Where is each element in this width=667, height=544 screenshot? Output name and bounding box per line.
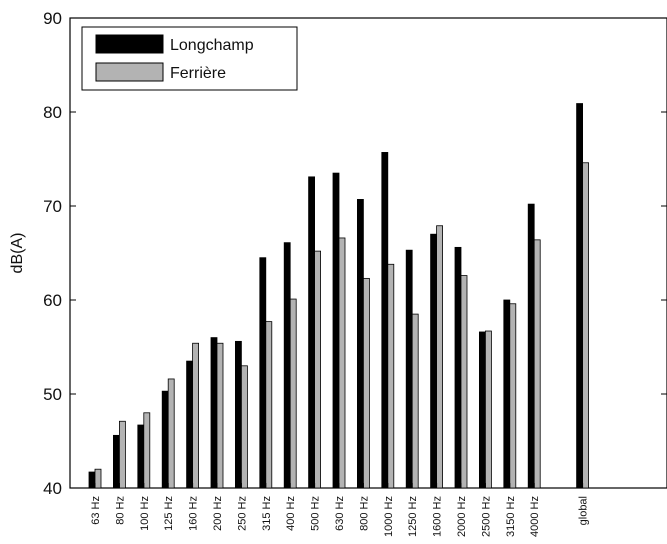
legend-label-longchamp: Longchamp [170, 37, 254, 54]
bar-ferriere [509, 303, 517, 489]
bar-longchamp [88, 471, 96, 489]
bar-ferriere [436, 225, 444, 489]
x-tick-label: 250 Hz [236, 496, 248, 531]
x-tick-label: 500 Hz [310, 496, 322, 531]
x-tick-label: 2000 Hz [456, 496, 468, 537]
bar-longchamp [308, 176, 316, 489]
x-tick-label: 160 Hz [188, 496, 200, 531]
x-tick-label: 630 Hz [334, 496, 346, 531]
bar-longchamp [454, 246, 462, 489]
x-tick-label: 4000 Hz [529, 496, 541, 537]
y-axis-title: dB(A) [9, 233, 26, 274]
legend-swatch-longchamp [95, 34, 164, 54]
bar-longchamp [210, 337, 218, 489]
x-tick-label: global [578, 496, 590, 525]
x-tick-label: 1000 Hz [383, 496, 395, 537]
y-tick-label: 90 [43, 9, 62, 28]
x-tick-label: 1250 Hz [407, 496, 419, 537]
x-tick-label: 63 Hz [90, 496, 102, 525]
bar-longchamp [161, 390, 169, 489]
x-tick-label: 100 Hz [139, 496, 151, 531]
bar-ferriere [216, 342, 224, 489]
bar-ferriere [192, 342, 200, 489]
x-tick-label: 200 Hz [212, 496, 224, 531]
bars [88, 103, 589, 489]
bar-longchamp [137, 424, 145, 489]
y-tick-label: 70 [43, 197, 62, 216]
x-tick-label: 400 Hz [285, 496, 297, 531]
bar-ferriere [460, 275, 468, 489]
bar-ferriere [240, 365, 248, 489]
x-tick-label: 80 Hz [114, 496, 126, 525]
bar-ferriere [314, 250, 322, 489]
legend: Longchamp Ferrière [81, 26, 298, 91]
bar-longchamp [503, 299, 511, 489]
bar-ferriere [362, 277, 370, 489]
x-tick-label: 1600 Hz [432, 496, 444, 537]
x-tick-label: 2500 Hz [480, 496, 492, 537]
bar-ferriere [289, 298, 297, 489]
bar-ferriere [143, 412, 151, 489]
y-axis: 40 50 60 70 80 90 [43, 9, 667, 498]
bar-ferriere [265, 321, 273, 489]
y-tick-label: 50 [43, 385, 62, 404]
bar-longchamp [186, 360, 194, 489]
bar-ferriere [94, 468, 102, 489]
bar-longchamp [356, 199, 364, 489]
legend-label-ferriere: Ferrière [170, 65, 226, 82]
x-tick-label: 800 Hz [358, 496, 370, 531]
bar-ferriere [119, 420, 126, 489]
bar-longchamp [430, 233, 438, 489]
bar-ferriere [167, 378, 175, 489]
legend-swatch-ferriere [95, 62, 164, 82]
bar-ferriere [484, 330, 492, 489]
bar-longchamp [283, 242, 291, 489]
x-tick-label: 125 Hz [163, 496, 175, 531]
bar-longchamp [381, 152, 389, 489]
bar-longchamp [234, 340, 242, 489]
bar-longchamp [527, 203, 535, 489]
bar-longchamp [478, 331, 486, 489]
y-tick-label: 80 [43, 103, 62, 122]
bar-ferriere [387, 263, 395, 489]
bar-ferriere [411, 313, 419, 489]
y-tick-label: 40 [43, 479, 62, 498]
y-tick-label: 60 [43, 291, 62, 310]
bar-ferriere [338, 237, 346, 489]
bar-longchamp [113, 434, 120, 489]
bar-longchamp [259, 257, 267, 489]
bar-ferriere [582, 162, 589, 489]
bar-longchamp [576, 103, 583, 489]
bar-longchamp [332, 172, 340, 489]
bar-ferriere [533, 239, 541, 489]
x-axis-labels: 63 Hz 80 Hz 100 Hz 125 Hz 160 Hz 200 Hz 250 Hz… [90, 483, 590, 537]
bar-longchamp [405, 249, 413, 489]
x-tick-label: 315 Hz [261, 496, 273, 531]
x-tick-label: 3150 Hz [505, 496, 517, 537]
